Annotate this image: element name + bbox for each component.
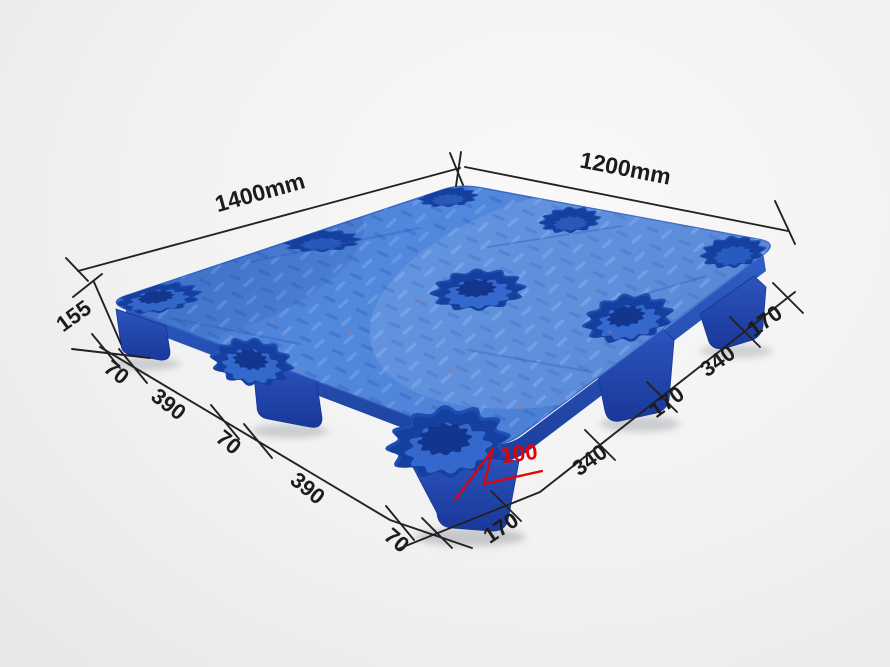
dim-tick [118, 348, 148, 384]
dim-tick [490, 490, 522, 522]
dim-tick [646, 381, 678, 413]
dim-tick [449, 152, 464, 186]
dim-tick [65, 257, 89, 282]
foot-west [115, 308, 171, 361]
dim-witness [72, 273, 103, 298]
deck-antislip-texture [116, 186, 771, 445]
dim-line-bottom-left [99, 346, 473, 549]
dim-label-1200mm: 1200mm [578, 147, 673, 190]
dim-line-bottom-right [397, 291, 796, 550]
dim-tick [774, 200, 796, 245]
dim-label-segment: 390 [286, 467, 330, 510]
dim-tick [91, 333, 121, 369]
red-leader-line [453, 447, 495, 502]
red-leader-line [482, 447, 495, 486]
dim-line-155 [93, 281, 122, 345]
dim-line-1200 [464, 166, 789, 232]
dim-tick [772, 282, 804, 314]
dim-label-155: 155 [51, 295, 95, 337]
dim-label-1400mm: 1400mm [212, 167, 308, 217]
foot-southeast [597, 327, 675, 422]
red-leader-line [482, 469, 544, 486]
foot-shadow [415, 528, 525, 546]
dim-label-segment: 70 [379, 523, 414, 558]
dim-label-segment: 340 [567, 439, 611, 481]
dim-line-1400 [77, 167, 461, 272]
dim-tick [729, 316, 761, 348]
foot-east [699, 275, 767, 350]
deck-seam-lines [169, 225, 707, 373]
dim-label-segment: 390 [146, 383, 190, 425]
pallet [112, 185, 772, 546]
dim-label-100: 100 [499, 439, 538, 468]
foot-shadow [252, 424, 328, 438]
dim-tick [385, 505, 415, 541]
dim-tick [421, 517, 453, 549]
dim-tick [210, 404, 240, 440]
dim-tick [243, 423, 273, 459]
dim-tick [455, 151, 462, 187]
dimension-leg-height-100: 100 [453, 439, 544, 502]
dim-tick [584, 429, 616, 461]
